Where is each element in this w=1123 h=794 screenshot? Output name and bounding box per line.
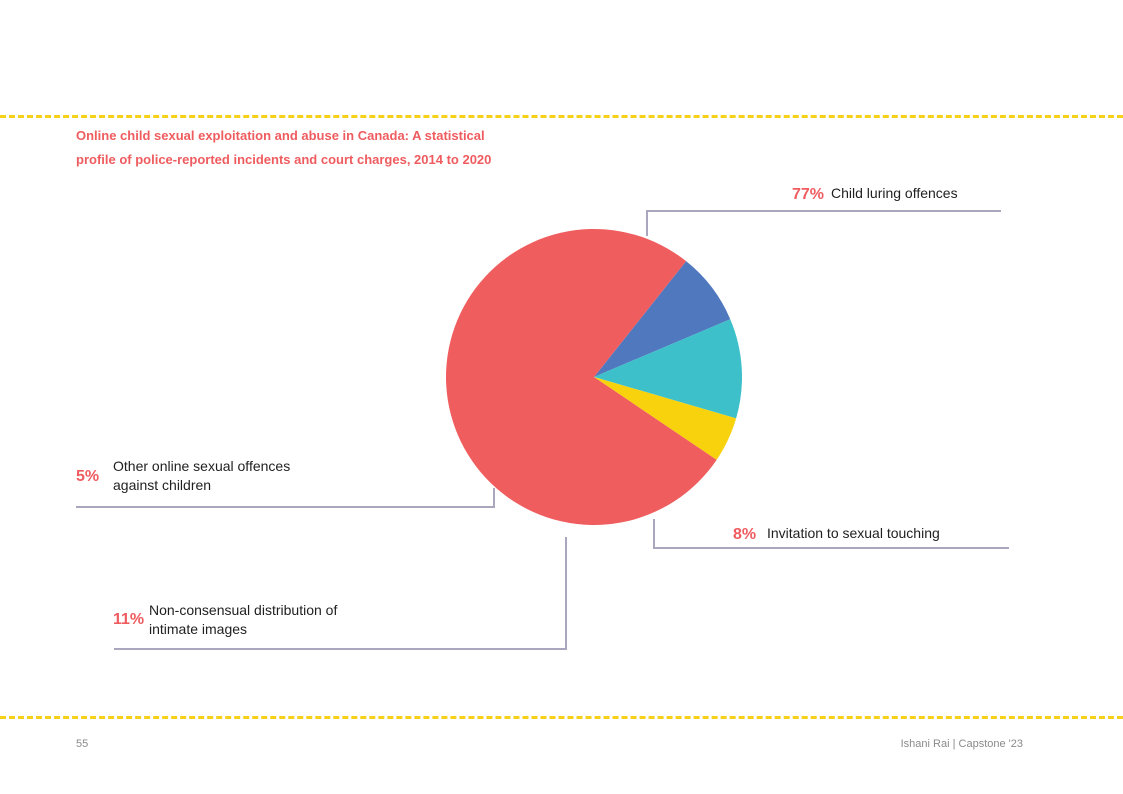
slice-label-nonconsensual-line-2: intimate images: [149, 621, 248, 637]
slice-label-nonconsensual-line-1: Non-consensual distribution of: [149, 602, 338, 618]
bottom-dashed-divider: [0, 716, 1123, 719]
leader-line-other: [76, 488, 495, 508]
slice-nonconsensual: [594, 319, 742, 419]
footer-credit: Ishani Rai | Capstone '23: [900, 738, 1023, 750]
slice-percent-child-luring: 77%: [792, 186, 825, 203]
top-dashed-divider: [0, 115, 1123, 118]
chart-title: Online child sexual exploitation and abu…: [76, 124, 596, 172]
slice-percent-nonconsensual: 11%: [113, 611, 145, 628]
slice-invitation: [594, 261, 731, 377]
pie-slices: [446, 228, 742, 525]
slice-label-other: Other online sexual offences against chi…: [113, 457, 290, 495]
slice-label-nonconsensual: Non-consensual distribution of intimate …: [149, 601, 337, 639]
chart-title-line-2: profile of police-reported incidents and…: [76, 152, 492, 167]
slice-label-invitation: Invitation to sexual touching: [767, 525, 940, 541]
leader-line-child-luring: [646, 210, 1001, 236]
slice-percent-invitation: 8%: [733, 526, 757, 543]
page-number: 55: [76, 738, 89, 750]
leader-line-nonconsensual: [114, 537, 567, 650]
slice-label-other-line-2: against children: [113, 477, 212, 493]
slice-percent-other: 5%: [76, 468, 100, 485]
leader-line-invitation: [653, 519, 1009, 549]
leader-lines: [76, 210, 1009, 650]
slice-label-other-line-1: Other online sexual offences: [113, 458, 291, 474]
chart-title-line-1: Online child sexual exploitation and abu…: [76, 128, 485, 143]
slice-other: [594, 377, 737, 460]
slice-child-luring: [446, 228, 717, 525]
slice-label-child-luring: Child luring offences: [831, 185, 958, 201]
